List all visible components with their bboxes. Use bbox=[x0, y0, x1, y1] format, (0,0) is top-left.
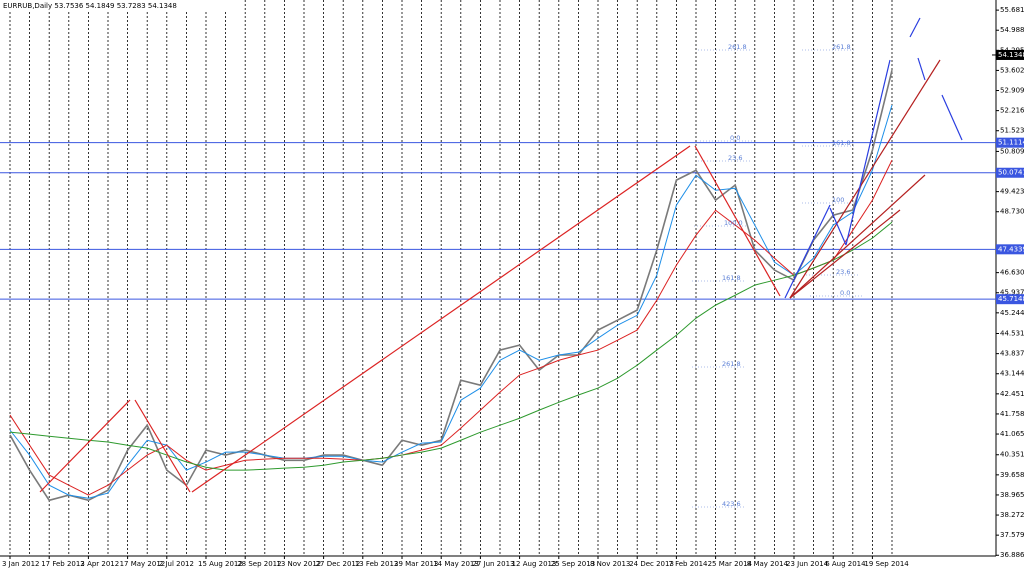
series-line bbox=[9, 104, 893, 499]
fib-label: 23.6 bbox=[728, 154, 742, 162]
fib-label: 100.0 bbox=[724, 219, 743, 227]
x-tick-label: 25 Sep 2013 bbox=[551, 560, 595, 568]
fib-label: 100 bbox=[832, 196, 844, 204]
x-tick-label: 3 Jan 2012 bbox=[2, 560, 40, 568]
level-tag bbox=[996, 244, 1024, 255]
arrow bbox=[909, 17, 921, 38]
series-line bbox=[9, 221, 893, 471]
fib-label: 261.8 bbox=[722, 360, 741, 368]
y-tick-label: 38.9650 bbox=[1000, 491, 1024, 499]
y-tick-label: 36.8860 bbox=[1000, 551, 1024, 559]
fib-label: 0.0 bbox=[730, 134, 740, 142]
x-tick-label: 2 Jul 2012 bbox=[159, 560, 194, 568]
y-tick-label: 42.4510 bbox=[1000, 390, 1024, 398]
x-tick-label: 13 Feb 2013 bbox=[355, 560, 399, 568]
trend-arrows bbox=[39, 17, 963, 493]
x-tick-label: 29 Mar 2013 bbox=[394, 560, 438, 568]
fan-line bbox=[789, 209, 901, 299]
fib-label: 0.0 bbox=[840, 289, 850, 297]
x-tick-label: 17 Feb 2012 bbox=[41, 560, 85, 568]
fib-label: 23.6 bbox=[836, 268, 850, 276]
fib-label: 161.8 bbox=[722, 274, 741, 282]
x-tick-label: 14 May 2013 bbox=[433, 560, 479, 568]
y-tick-label: 51.5230 bbox=[1000, 127, 1024, 135]
arrow bbox=[845, 59, 891, 246]
x-tick-label: 25 Mar 2014 bbox=[708, 560, 753, 568]
arrow bbox=[134, 399, 191, 493]
x-tick-label: 13 Nov 2012 bbox=[276, 560, 321, 568]
series-line bbox=[9, 69, 893, 502]
y-tick-label: 48.7300 bbox=[1000, 208, 1024, 216]
y-tick-label: 38.2720 bbox=[1000, 511, 1024, 519]
y-tick-label: 53.6020 bbox=[1000, 66, 1024, 74]
arrow bbox=[191, 145, 691, 493]
y-tick-label: 45.9370 bbox=[1000, 289, 1024, 297]
fib-label: 261.8 bbox=[832, 43, 851, 51]
x-tick-label: 15 Aug 2012 bbox=[198, 560, 243, 568]
level-label: 51.1114 bbox=[998, 139, 1024, 147]
y-tick-label: 45.2440 bbox=[1000, 309, 1024, 317]
level-tag bbox=[996, 294, 1024, 305]
x-tick-label: 19 Sep 2014 bbox=[864, 560, 909, 568]
x-tick-label: 8 May 2014 bbox=[747, 560, 789, 568]
y-tick-label: 52.2160 bbox=[1000, 107, 1024, 115]
y-tick-label: 55.6810 bbox=[1000, 6, 1024, 14]
y-tick-label: 41.7580 bbox=[1000, 410, 1024, 418]
y-tick-label: 50.8090 bbox=[1000, 147, 1024, 155]
y-tick-label: 40.3510 bbox=[1000, 451, 1024, 459]
y-tick-label: 43.1440 bbox=[1000, 370, 1024, 378]
level-label: 50.0741 bbox=[998, 169, 1024, 177]
fib-label: 261.8 bbox=[728, 43, 747, 51]
fan-line bbox=[789, 174, 926, 299]
x-tick-label: 3 Apr 2012 bbox=[80, 560, 119, 568]
y-tick-label: 39.6580 bbox=[1000, 471, 1024, 479]
fib-label: 161.8 bbox=[832, 139, 851, 147]
series-line bbox=[9, 159, 893, 496]
y-tick-label: 52.9090 bbox=[1000, 87, 1024, 95]
x-tick-label: 28 Sep 2012 bbox=[237, 560, 281, 568]
x-tick-label: 17 May 2012 bbox=[120, 560, 166, 568]
current-price-label: 54.1348 bbox=[998, 51, 1024, 59]
y-tick-label: 46.6300 bbox=[1000, 269, 1024, 277]
x-tick-label: 27 Dec 2012 bbox=[316, 560, 361, 568]
x-tick-label: 24 Dec 2013 bbox=[629, 560, 674, 568]
chart-title: EURRUB,Daily 53.7536 54.1849 53.7283 54.… bbox=[3, 2, 177, 10]
y-tick-label: 49.4230 bbox=[1000, 188, 1024, 196]
x-tick-label: 8 Nov 2013 bbox=[590, 560, 630, 568]
x-tick-label: 23 Jun 2014 bbox=[786, 560, 829, 568]
current-price-tag bbox=[996, 49, 1024, 60]
level-tag bbox=[996, 137, 1024, 148]
arrow bbox=[917, 57, 926, 81]
x-tick-label: 27 Jun 2013 bbox=[472, 560, 514, 568]
y-tick-label: 44.5310 bbox=[1000, 330, 1024, 338]
arrow bbox=[39, 399, 131, 493]
arrow bbox=[829, 207, 847, 246]
level-tag bbox=[996, 167, 1024, 178]
y-tick-label: 54.9880 bbox=[1000, 26, 1024, 34]
level-label: 45.7148 bbox=[998, 295, 1024, 303]
arrow bbox=[694, 145, 781, 297]
x-tick-label: 6 Aug 2014 bbox=[825, 560, 866, 568]
y-tick-label: 43.8370 bbox=[1000, 350, 1024, 358]
y-tick-label: 37.5790 bbox=[1000, 531, 1024, 539]
x-tick-label: 12 Aug 2013 bbox=[512, 560, 557, 568]
fib-label: 423.6 bbox=[722, 500, 741, 508]
level-label: 47.4339 bbox=[998, 245, 1024, 253]
fan-line bbox=[789, 59, 941, 299]
y-tick-label: 41.0650 bbox=[1000, 430, 1024, 438]
arrow bbox=[941, 94, 963, 141]
arrow bbox=[784, 204, 831, 299]
title-background bbox=[0, 0, 230, 11]
x-tick-label: 7 Feb 2014 bbox=[668, 560, 708, 568]
